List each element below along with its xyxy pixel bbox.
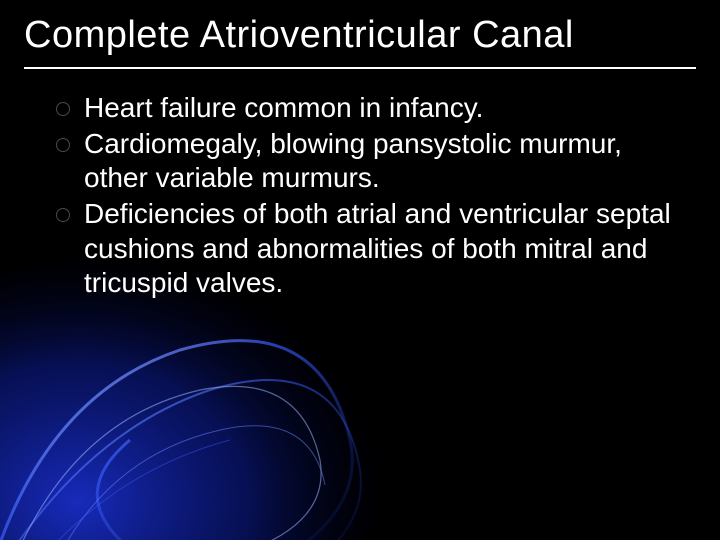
slide-container: Complete Atrioventricular Canal Heart fa… — [0, 0, 720, 540]
bullet-text: Deficiencies of both atrial and ventricu… — [84, 197, 680, 299]
bullet-icon — [56, 102, 70, 116]
bullet-icon — [56, 208, 70, 222]
list-item: Heart failure common in infancy. — [56, 91, 680, 125]
list-item: Cardiomegaly, blowing pansystolic murmur… — [56, 127, 680, 195]
slide-title: Complete Atrioventricular Canal — [0, 0, 720, 61]
bullet-text: Heart failure common in infancy. — [84, 91, 680, 125]
bullet-text: Cardiomegaly, blowing pansystolic murmur… — [84, 127, 680, 195]
bullet-icon — [56, 138, 70, 152]
bullet-list: Heart failure common in infancy. Cardiom… — [0, 69, 720, 300]
list-item: Deficiencies of both atrial and ventricu… — [56, 197, 680, 299]
